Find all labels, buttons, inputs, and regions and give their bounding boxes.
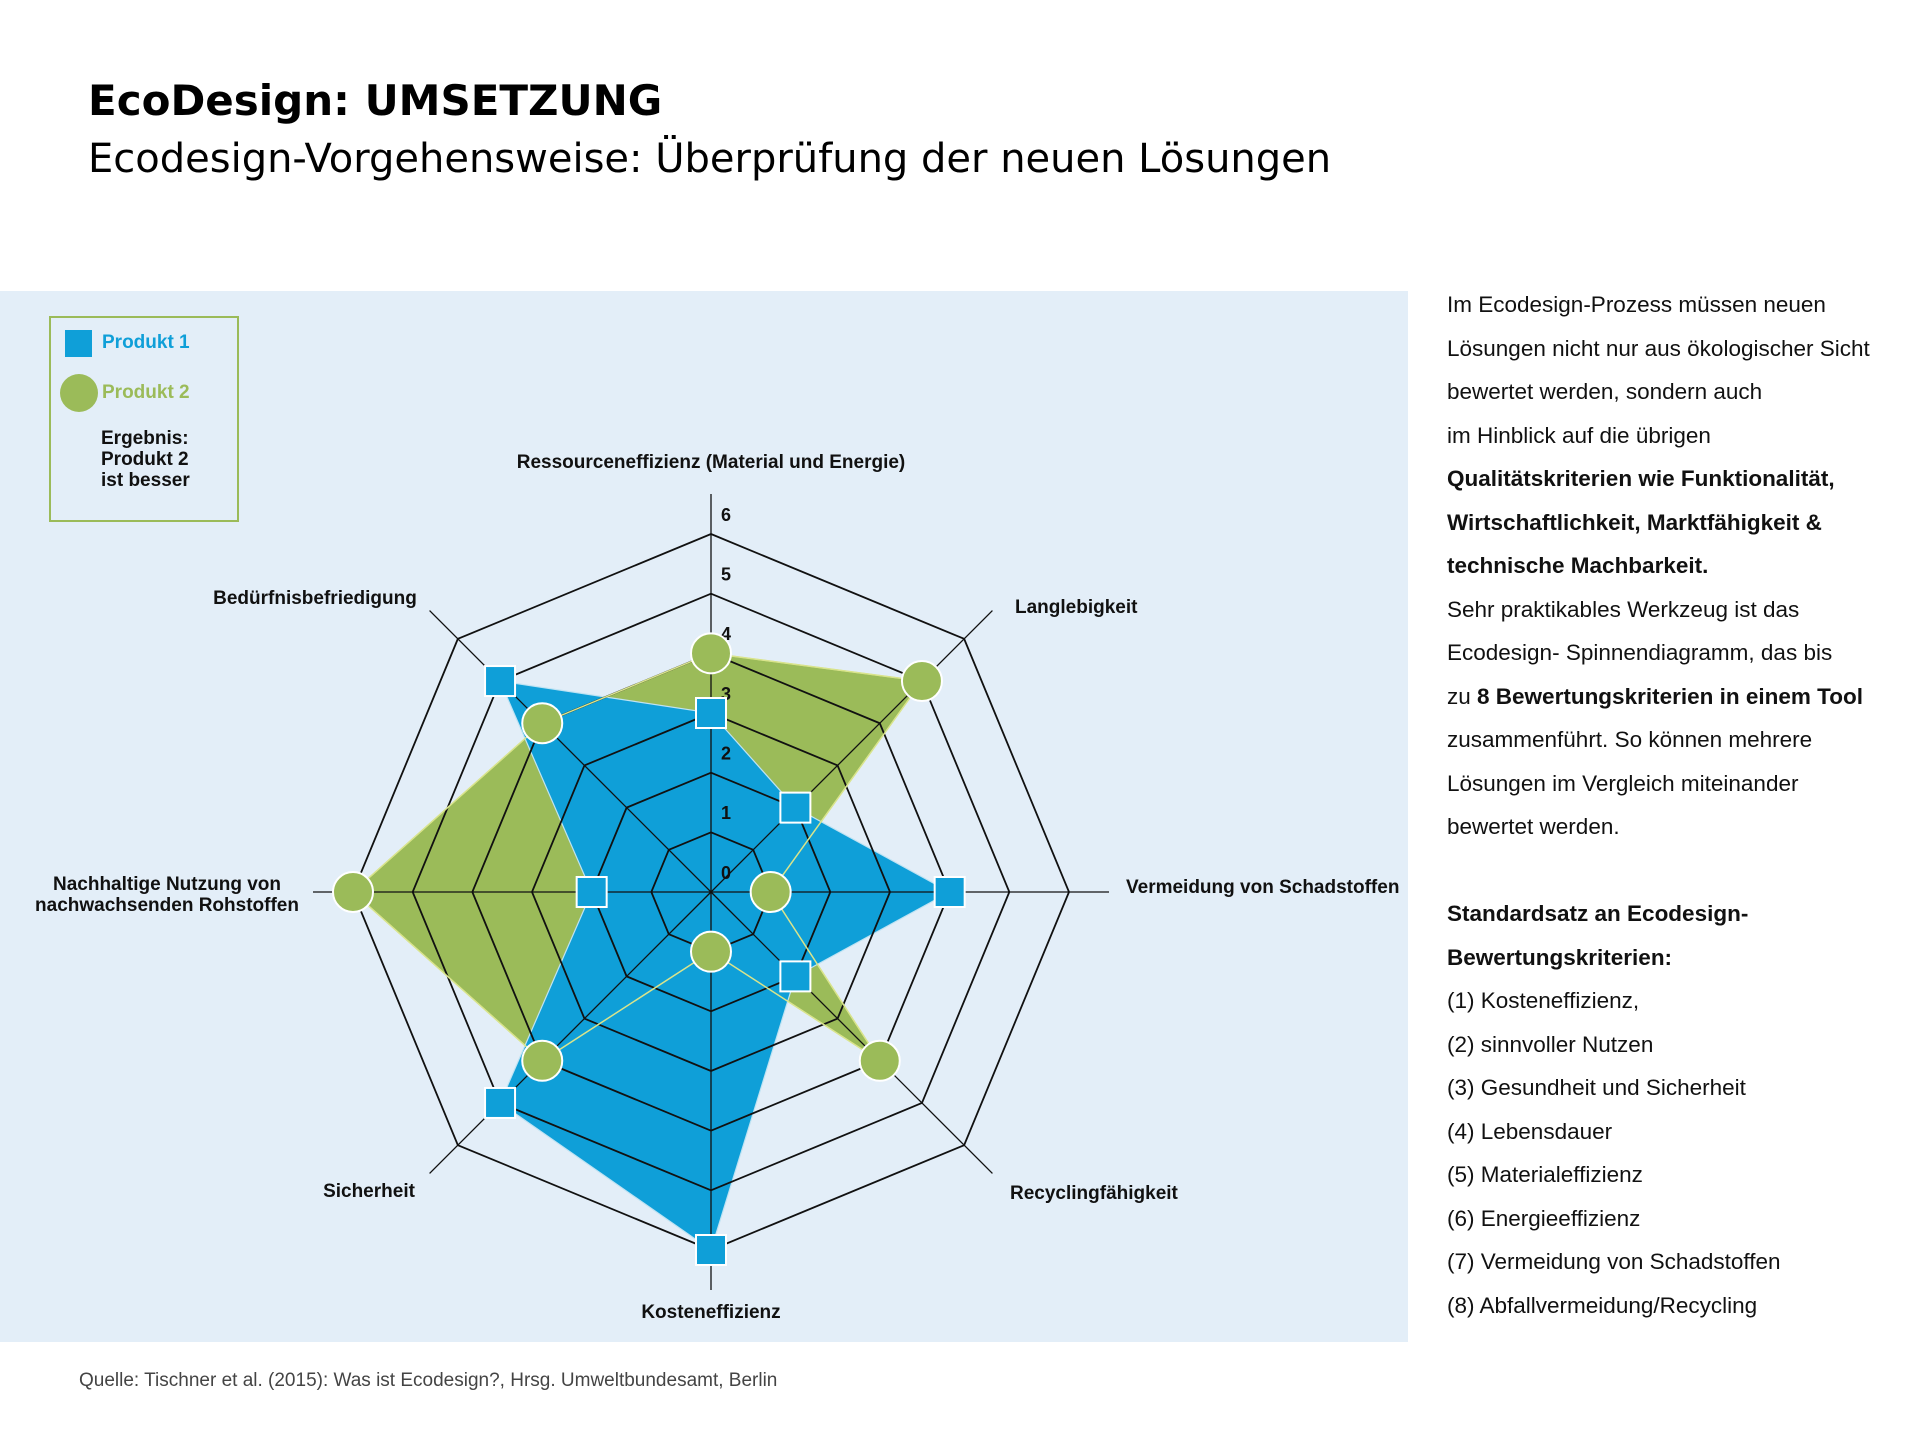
marker-circle — [521, 702, 564, 745]
text-line: Bewertungskriterien: — [1447, 936, 1870, 980]
axis-label: Bedürfnisbefriedigung — [213, 588, 417, 609]
r-tick-label: 6 — [721, 505, 731, 525]
legend-marker — [60, 374, 98, 412]
text-run: im Hinblick auf die übrigen — [1447, 422, 1711, 448]
spoke — [429, 610, 712, 893]
text-line: (2) sinnvoller Nutzen — [1447, 1023, 1870, 1067]
text-block: Standardsatz an Ecodesign- Bewertungskrit… — [1447, 892, 1870, 1327]
text-run: (3) Gesundheit und Sicherheit — [1447, 1075, 1746, 1100]
text-run: Im Ecodesign-Prozess müssen neuen — [1447, 292, 1826, 317]
r-tick-label: 3 — [721, 684, 731, 704]
r-tick-label: 0 — [721, 863, 731, 883]
chart-panel: 0 1 2 3 4 5 6 Ergebnis: Produkt 2 ist besser R… — [0, 291, 1408, 1342]
marker-circle — [521, 1039, 564, 1082]
marker-circle — [749, 871, 792, 913]
text-run: 8 Bewertungskriterien in einem Tool — [1477, 683, 1863, 709]
text-run: Bewertungskriterien: — [1447, 944, 1673, 970]
marker-square — [695, 697, 727, 729]
marker-square — [779, 791, 812, 824]
text-line: (8) Abfallvermeidung/Recycling — [1447, 1284, 1870, 1328]
text-line: (4) Lebensdauer — [1447, 1110, 1870, 1154]
spoke — [429, 891, 712, 1174]
text-line: bewertet werden. — [1447, 805, 1870, 849]
marker-square — [484, 1086, 517, 1119]
text-line: bewertet werden, sondern auch — [1447, 370, 1870, 414]
text-line: Ecodesign- Spinnendiagramm, das bis — [1447, 631, 1870, 675]
r-tick-label: 5 — [721, 564, 731, 584]
marker-circle — [900, 660, 943, 703]
spoke — [710, 891, 993, 1174]
text-line: im Hinblick auf die übrigen — [1447, 414, 1870, 458]
text-run: (4) Lebensdauer — [1447, 1118, 1613, 1144]
radar-chart: 0 1 2 3 4 5 6 — [60, 330, 1109, 1290]
axis-label: Nachhaltige Nutzung von nachwachsenden R… — [35, 874, 299, 916]
text-line: (3) Gesundheit und Sicherheit — [1447, 1066, 1870, 1110]
r-tick-label: 4 — [721, 624, 731, 644]
marker-circle — [690, 632, 732, 675]
text-run: (5) Materialeffizienz — [1447, 1162, 1643, 1187]
text-line: Wirtschaftlichkeit, Marktfähigkeit & — [1447, 501, 1870, 545]
text-run: Wirtschaftlichkeit, Marktfähigkeit & — [1447, 509, 1822, 535]
text-line: zu 8 Bewertungskriterien in einem Tool — [1447, 675, 1870, 719]
text-run: zu — [1447, 683, 1471, 709]
r-tick-label: 1 — [721, 803, 731, 823]
text-line: Sehr praktikables Werkzeug ist das — [1447, 588, 1870, 632]
text-line: Qualitätskriterien wie Funktionalität, — [1447, 457, 1870, 501]
axis-label: Vermeidung von Schadstoffen — [1126, 877, 1400, 898]
legend-marker — [65, 330, 92, 357]
text-line: (7) Vermeidung von Schadstoffen — [1447, 1240, 1870, 1284]
text-block: Im Ecodesign-Prozess müssen neuen Lösunge… — [1447, 283, 1870, 849]
text-run: (6) Energieeffizienz — [1447, 1205, 1641, 1231]
axis-label: Ressourceneffizienz (Material und Energi… — [516, 452, 906, 473]
text-column: Im Ecodesign-Prozess müssen neuen Lösunge… — [1447, 283, 1870, 1327]
marker-square — [779, 960, 812, 993]
spoke — [710, 610, 993, 893]
axis-label: Sicherheit — [323, 1181, 415, 1202]
marker-circle — [690, 930, 732, 973]
text-line: zusammenführt. So können mehrere — [1447, 718, 1870, 762]
text-run: zusammenführt. So können mehrere — [1447, 727, 1813, 752]
text-run: (1) Kosteneffizienz, — [1447, 988, 1640, 1013]
text-line: Im Ecodesign-Prozess müssen neuen — [1447, 283, 1870, 327]
text-line: (5) Materialeffizienz — [1447, 1153, 1870, 1197]
text-run: Ecodesign- Spinnendiagramm, das bis — [1447, 640, 1833, 665]
text-run: bewertet werden, sondern auch — [1447, 379, 1763, 404]
slide-subtitle: Ecodesign-Vorgehensweise: Überprüfung de… — [88, 136, 1332, 182]
marker-square — [575, 876, 608, 908]
text-line: technische Machbarkeit. — [1447, 544, 1870, 588]
text-run: Qualitätskriterien wie Funktionalität, — [1447, 466, 1835, 491]
marker-circle — [332, 871, 374, 913]
text-run: (8) Abfallvermeidung/Recycling — [1447, 1292, 1758, 1318]
text-line: Lösungen im Vergleich miteinander — [1447, 762, 1870, 806]
slide-title: EcoDesign: UMSETZUNG — [88, 76, 663, 125]
text-run: (7) Vermeidung von Schadstoffen — [1447, 1249, 1781, 1274]
axis-label: Kosteneffizienz — [641, 1302, 781, 1323]
marker-square — [695, 1234, 727, 1266]
text-run: Sehr praktikables Werkzeug ist das — [1447, 596, 1800, 622]
text-run: Lösungen nicht nur aus ökologischer Sich… — [1447, 335, 1870, 361]
text-run: bewertet werden. — [1447, 814, 1620, 839]
r-tick-label: 2 — [721, 743, 731, 763]
axis-label: Langlebigkeit — [1015, 597, 1138, 618]
text-run: Lösungen im Vergleich miteinander — [1447, 770, 1799, 796]
legend-entry: Produkt 1 — [102, 332, 190, 353]
text-line: (1) Kosteneffizienz, — [1447, 979, 1870, 1023]
marker-circle — [858, 1039, 901, 1082]
legend-note: Ergebnis: Produkt 2 ist besser — [101, 428, 190, 491]
text-line: Standardsatz an Ecodesign- — [1447, 892, 1870, 936]
marker-square — [484, 665, 517, 698]
axis-label: Recyclingfähigkeit — [1010, 1183, 1178, 1204]
text-line: Lösungen nicht nur aus ökologischer Sich… — [1447, 327, 1870, 371]
source: Quelle: Tischner et al. (2015): Was ist … — [79, 1370, 778, 1391]
text-run: Standardsatz an Ecodesign- — [1447, 901, 1749, 926]
text-line: (6) Energieeffizienz — [1447, 1197, 1870, 1241]
text-run: (2) sinnvoller Nutzen — [1447, 1031, 1654, 1057]
text-run: technische Machbarkeit. — [1447, 553, 1709, 578]
legend — [49, 316, 239, 522]
marker-square — [933, 876, 966, 908]
legend-entry: Produkt 2 — [102, 382, 190, 403]
